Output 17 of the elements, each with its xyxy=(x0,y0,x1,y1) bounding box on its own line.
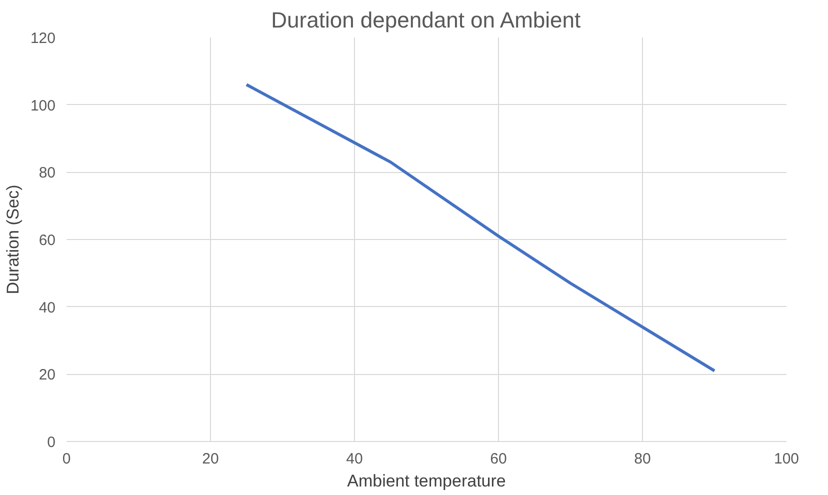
x-tick-label: 80 xyxy=(634,450,651,468)
x-tick-label: 0 xyxy=(62,450,71,468)
line-series xyxy=(245,83,716,372)
y-tick-label: 0 xyxy=(47,434,56,451)
y-tick-label: 40 xyxy=(38,299,56,316)
x-tick-label: 20 xyxy=(202,450,219,468)
y-tick-label: 120 xyxy=(30,30,56,47)
x-tick-label: 100 xyxy=(774,450,800,468)
y-tick-label: 20 xyxy=(38,366,56,384)
y-tick-label: 60 xyxy=(38,232,56,249)
y-tick-label: 100 xyxy=(30,97,56,114)
y-tick-label: 80 xyxy=(38,164,56,182)
x-tick-label: 60 xyxy=(490,450,507,468)
x-axis-title: Ambient temperature xyxy=(347,472,506,490)
x-tick-label: 40 xyxy=(346,450,363,468)
chart-title: Duration dependant on Ambient xyxy=(271,8,581,32)
y-axis-title: Duration (Sec) xyxy=(3,184,22,294)
